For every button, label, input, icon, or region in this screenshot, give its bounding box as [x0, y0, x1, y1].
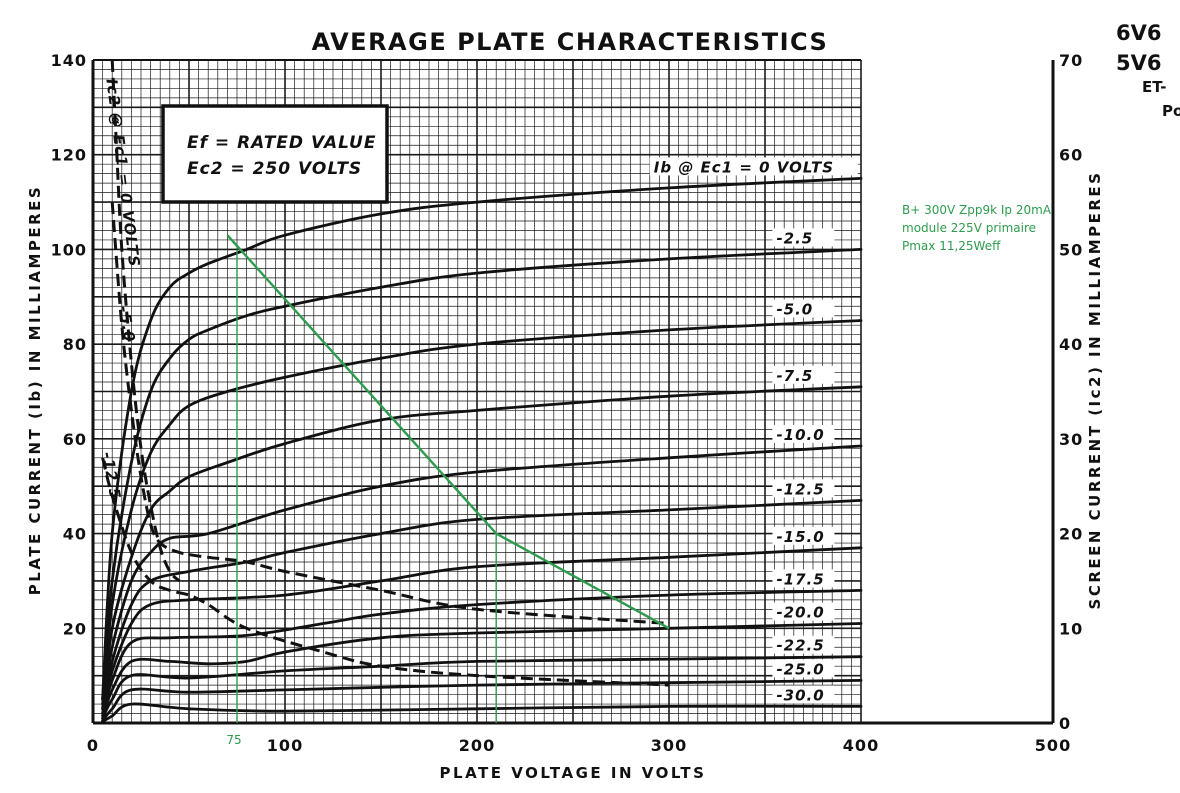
- y-tick-label: 100: [51, 240, 87, 259]
- x-tick-label: 500: [1035, 736, 1071, 755]
- curve-label-9: -22.5: [776, 637, 824, 655]
- plate-curve-11: [101, 702, 863, 723]
- y2-tick-label: 0: [1059, 714, 1071, 733]
- curve-label-box-3: [772, 365, 835, 384]
- y-tick-label: 40: [63, 525, 87, 544]
- curve-label-3: -7.5: [776, 367, 813, 385]
- curve-label-box-0: [649, 157, 858, 176]
- curve-label-box-1: [772, 228, 835, 247]
- y2-tick-label: 20: [1059, 525, 1083, 544]
- curve-label-10: -25.0: [776, 660, 824, 678]
- curve-label-box-11: [772, 685, 835, 704]
- plate-curve-5: [101, 499, 863, 715]
- curve-label-boxes: Ib @ Ec1 = 0 VOLTS -2.5 -5.0 -7.5 -10.0 -12.5…: [649, 157, 858, 704]
- screen-curve-1: [110, 201, 670, 625]
- plate-curve-7: [101, 589, 863, 718]
- conditions-box: Ef = RATED VALUE Ec2 = 250 VOLTS: [161, 104, 389, 204]
- tick-labels: 0 100 200 300 400 500 20 40 60 80 100 120 140 0 10 20 30…: [51, 51, 1083, 755]
- y-tick-label: 20: [63, 619, 87, 638]
- tube-code-4: Po: [1162, 102, 1180, 120]
- plate-curve-2: [101, 319, 863, 706]
- note-line-1: B+ 300V Zpp9k Ip 20mA: [902, 203, 1052, 217]
- curve-label-7: -17.5: [776, 570, 824, 588]
- tube-code-3: ET-: [1142, 78, 1167, 96]
- tube-code-2: 5V6: [1116, 51, 1161, 75]
- y2-tick-label: 10: [1059, 619, 1083, 638]
- x-tick-label: 200: [459, 736, 495, 755]
- curve-label-1: -2.5: [776, 229, 813, 247]
- plate-curve-1: [101, 248, 863, 701]
- x-tick-label: 300: [651, 736, 687, 755]
- x-axis-title: PLATE VOLTAGE IN VOLTS: [440, 764, 707, 782]
- conditions-frame: [161, 104, 389, 204]
- curve-label-box-8: [772, 602, 835, 621]
- condition-ef: Ef = RATED VALUE: [187, 133, 376, 153]
- curve-label-11: -30.0: [776, 686, 824, 704]
- y-tick-label: 80: [63, 335, 87, 354]
- load-line-note: B+ 300V Zpp9k Ip 20mA module 225V primai…: [900, 198, 1052, 278]
- y2-tick-label: 50: [1059, 240, 1083, 259]
- chart-title: AVERAGE PLATE CHARACTERISTICS: [312, 28, 829, 56]
- note-line-3: Pmax 11,25Weff: [902, 239, 1001, 253]
- curve-label-5: -12.5: [776, 480, 824, 498]
- y-tick-label: 140: [51, 51, 87, 70]
- tube-type-header: 6V6 5V6 ET- Po: [1116, 21, 1180, 120]
- plate-curve-8: [101, 622, 863, 720]
- plate-curve-3: [101, 385, 863, 711]
- y-tick-label: 120: [51, 146, 87, 165]
- x-tick-label: 400: [843, 736, 879, 755]
- curve-label-2: -5.0: [776, 300, 813, 318]
- tube-code-1: 6V6: [1116, 21, 1161, 45]
- y-tick-label: 60: [63, 430, 87, 449]
- curve-label-box-9: [772, 635, 835, 654]
- curve-label-box-10: [772, 659, 835, 678]
- axes: [91, 59, 1055, 725]
- curve-label-box-4: [772, 424, 835, 443]
- plate-curve-4: [101, 444, 863, 711]
- screen-curve-2: [101, 457, 670, 687]
- curve-label-box-7: [772, 569, 835, 588]
- y2-tick-label: 30: [1059, 430, 1083, 449]
- plate-curve-0: [101, 177, 863, 701]
- y2-tick-label: 70: [1059, 51, 1083, 70]
- y2-axis-title: SCREEN CURRENT (Ic2) IN MILLIAMPERES: [1086, 171, 1104, 610]
- marker-label-75: 75: [226, 733, 241, 747]
- x-tick-label: 0: [87, 736, 99, 755]
- plate-curve-6: [101, 546, 863, 715]
- curve-label-box-2: [772, 299, 835, 318]
- curve-label-0: Ib @ Ec1 = 0 VOLTS: [654, 158, 834, 176]
- curve-label-4: -10.0: [776, 426, 824, 444]
- plate-curves: [101, 177, 863, 723]
- curve-label-box-6: [772, 526, 835, 545]
- screen-curve-0: [110, 59, 181, 583]
- load-line: [226, 234, 670, 723]
- curve-label-6: -15.0: [776, 528, 824, 546]
- note-line-2: module 225V primaire: [902, 221, 1036, 235]
- curve-label-8: -20.0: [776, 604, 824, 622]
- y-axis-title: PLATE CURRENT (Ib) IN MILLIAMPERES: [26, 185, 44, 595]
- plate-curve-10: [101, 679, 863, 722]
- plate-curve-9: [101, 655, 863, 720]
- y2-tick-label: 40: [1059, 335, 1083, 354]
- y2-tick-label: 60: [1059, 146, 1083, 165]
- condition-ec2: Ec2 = 250 VOLTS: [187, 159, 362, 179]
- x-tick-label: 100: [267, 736, 303, 755]
- curve-label-box-5: [772, 479, 835, 498]
- note-background: [900, 198, 1048, 278]
